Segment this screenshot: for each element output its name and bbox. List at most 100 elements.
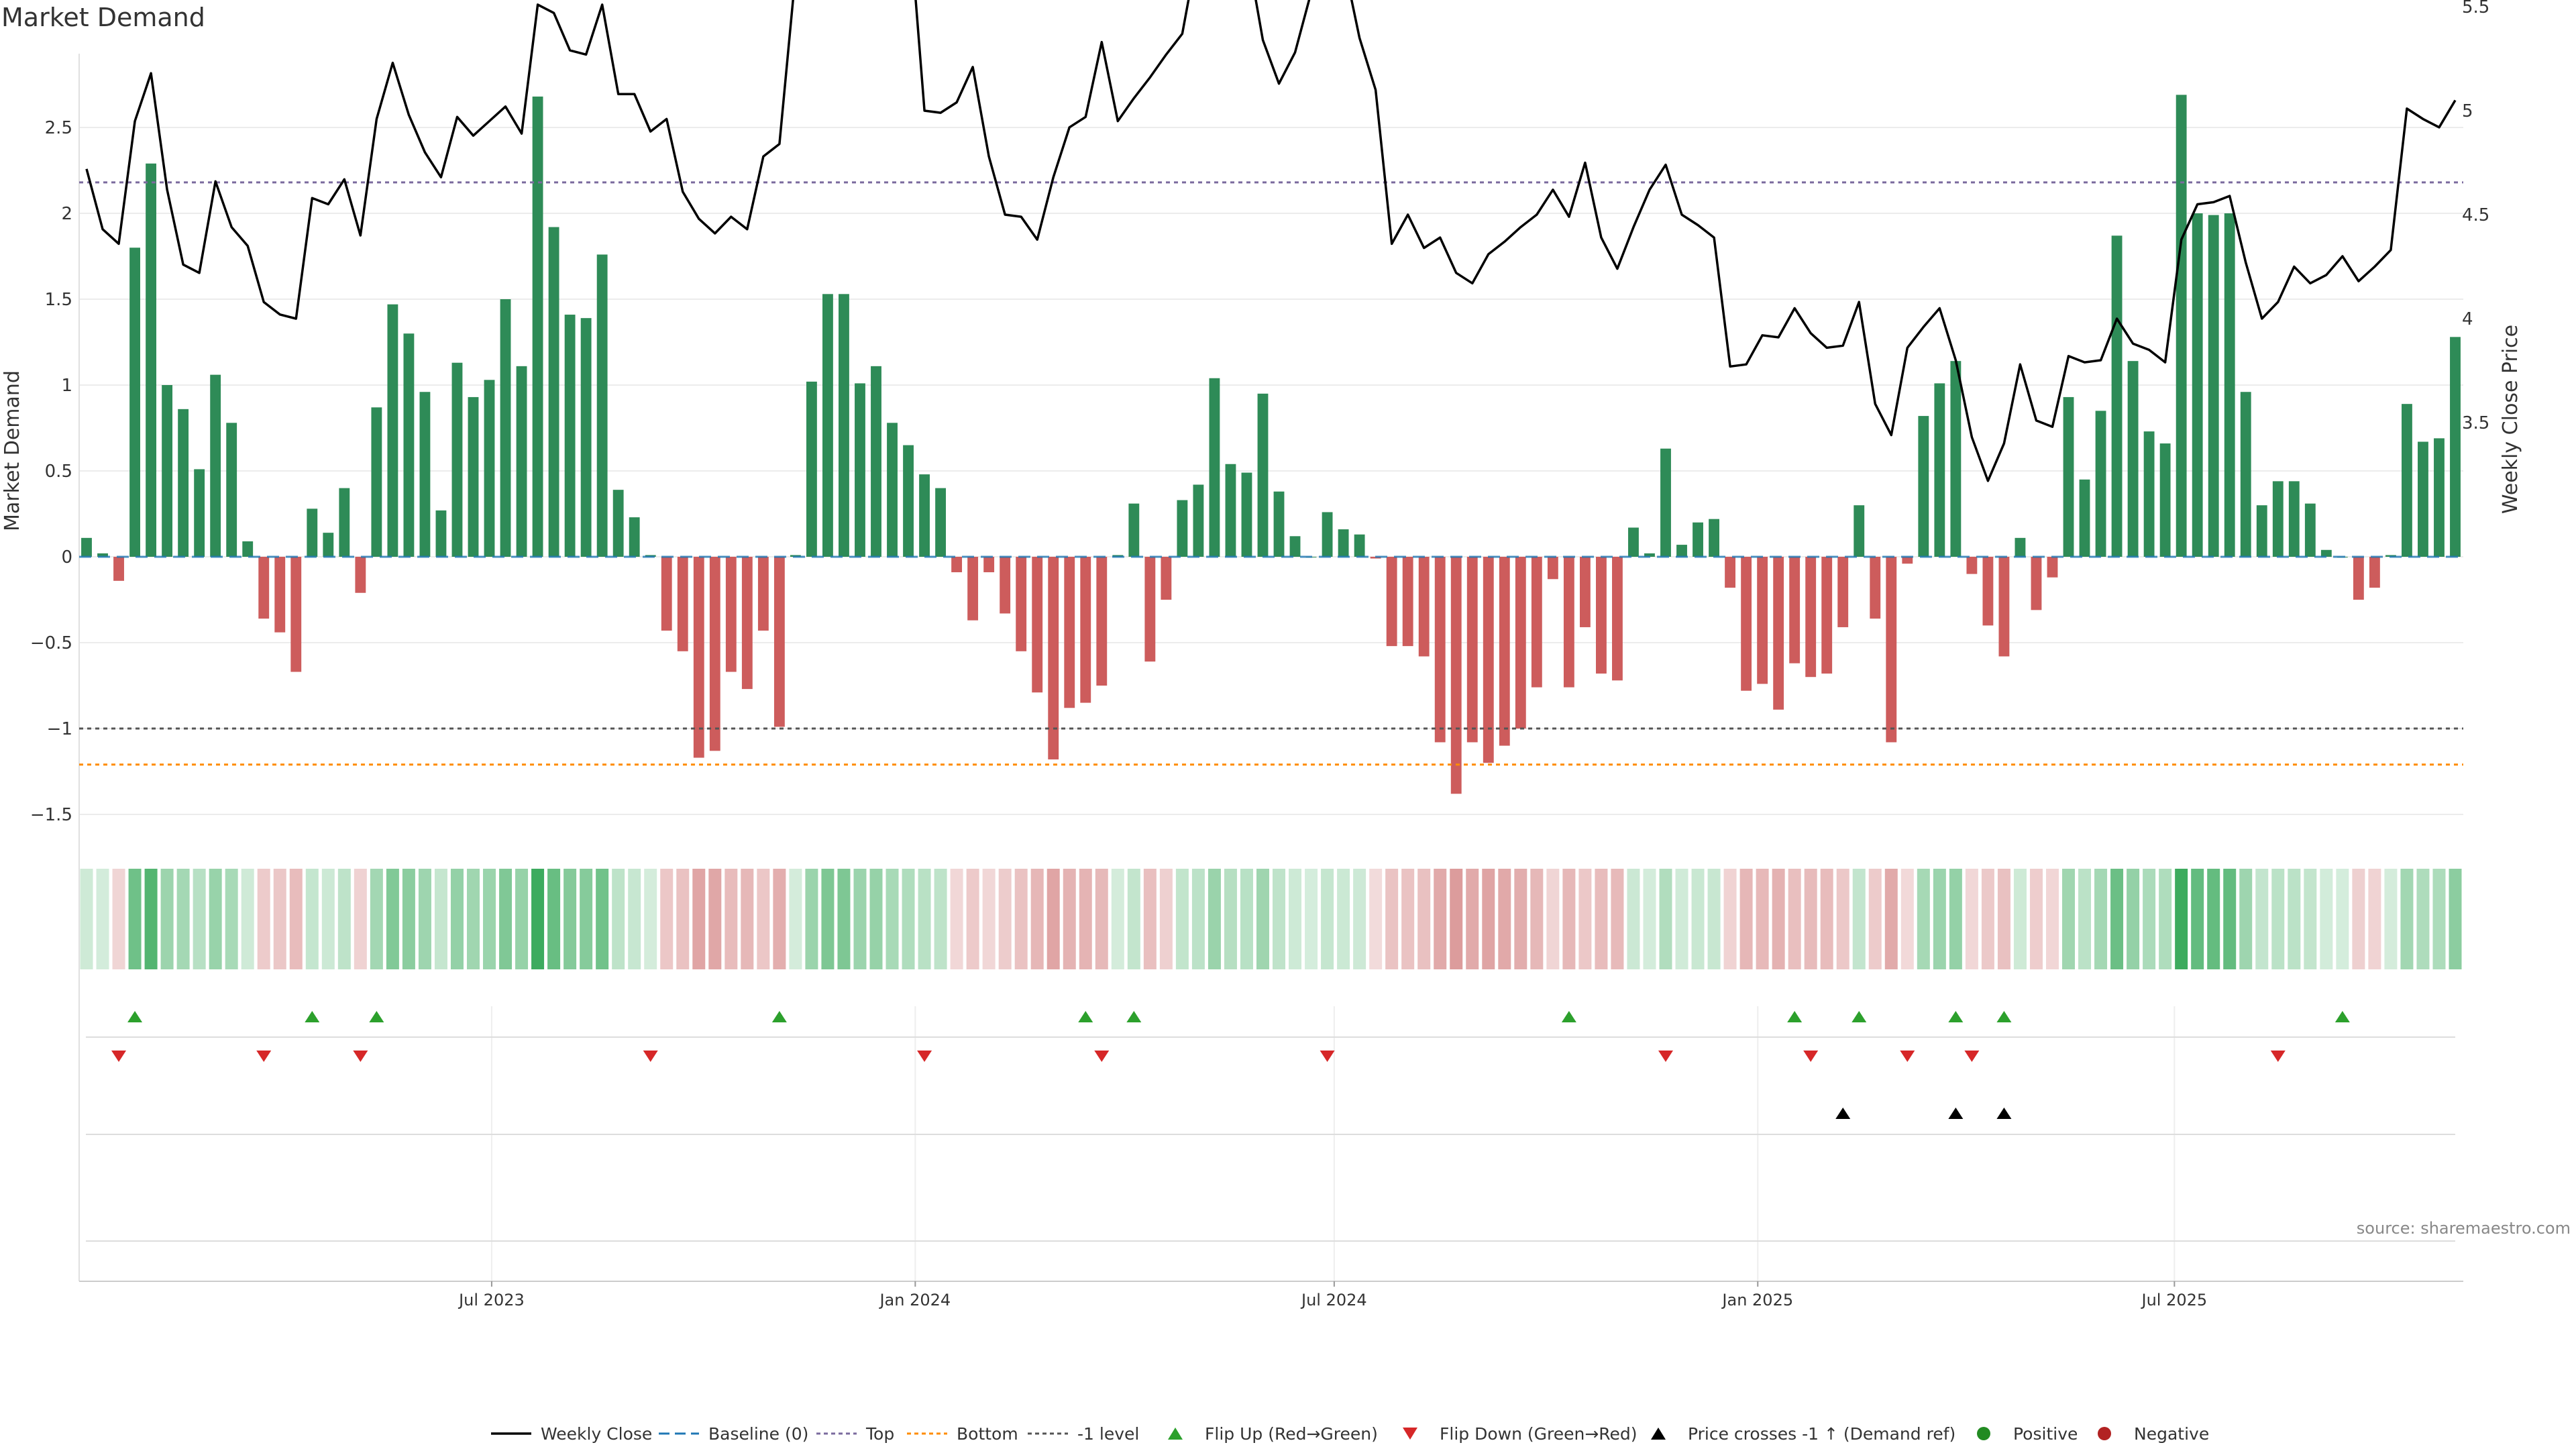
heat-cell <box>1820 869 1833 969</box>
demand-bar <box>451 362 463 557</box>
demand-bar <box>1289 536 1301 557</box>
heat-cell <box>580 869 593 969</box>
heat-cell <box>773 869 786 969</box>
triangle-up-icon <box>1651 1428 1666 1440</box>
demand-bar <box>146 163 157 557</box>
demand-bar <box>1966 557 1978 574</box>
legend-label: Flip Up (Red→Green) <box>1205 1424 1378 1444</box>
demand-bar <box>903 445 914 557</box>
demand-bar <box>1998 557 2010 657</box>
heat-cell <box>305 869 319 969</box>
demand-bar <box>919 474 930 557</box>
x-tick-label: Jul 2023 <box>458 1291 525 1309</box>
heat-cell <box>1562 869 1576 969</box>
flip-down-marker <box>1803 1051 1819 1062</box>
y-tick-label: 0.5 <box>45 462 72 482</box>
heat-cell <box>80 869 93 969</box>
heat-cell <box>2352 869 2365 969</box>
demand-bar <box>2353 557 2364 600</box>
demand-bar <box>419 392 431 557</box>
demand-bar <box>1531 557 1542 688</box>
demand-bar <box>1322 512 1333 557</box>
heat-cell <box>96 869 109 969</box>
flip-up-marker <box>1561 1011 1576 1022</box>
y-tick-label: 2.5 <box>45 118 72 138</box>
heat-cell <box>1900 869 1914 969</box>
demand-bar <box>564 315 576 557</box>
demand-bar <box>1241 472 1252 557</box>
demand-bar <box>1837 557 1849 627</box>
heat-cell <box>386 869 399 969</box>
demand-bar <box>2031 557 2042 610</box>
heat-cell <box>885 869 899 969</box>
demand-bar <box>323 533 334 557</box>
demand-bar <box>500 299 511 557</box>
demand-bar <box>1096 557 1108 686</box>
heat-cell <box>1756 869 1769 969</box>
heat-cell <box>241 869 254 969</box>
heat-cell <box>128 869 142 969</box>
y-tick-label: −0.5 <box>30 633 72 653</box>
demand-bar <box>2063 396 2074 557</box>
price-cross-marker <box>1835 1108 1851 1119</box>
demand-bar <box>1515 557 1526 729</box>
heat-cell <box>354 869 367 969</box>
heat-cell <box>112 869 125 969</box>
x-tick-label: Jul 2024 <box>1300 1291 1367 1309</box>
flip-up-marker <box>1126 1011 1142 1022</box>
demand-bar <box>226 423 237 557</box>
legend-label: Bottom <box>957 1424 1018 1444</box>
demand-bar <box>2079 479 2090 557</box>
weekly-close-line <box>85 0 2457 482</box>
heat-cell <box>2062 869 2076 969</box>
legend-label: Flip Down (Green→Red) <box>1440 1424 1638 1444</box>
demand-bar <box>1354 534 1365 557</box>
y-right-axis-label: Weekly Close Price <box>2499 325 2522 514</box>
demand-bar <box>1902 557 1913 564</box>
heat-cell <box>741 869 754 969</box>
heat-cell <box>2094 869 2108 969</box>
heat-cell <box>1691 869 1705 969</box>
flip-up-marker <box>369 1011 384 1022</box>
heat-cell <box>934 869 947 969</box>
demand-bar <box>773 557 785 727</box>
heat-cell <box>1965 869 1978 969</box>
legend-item-flip_down: Flip Down (Green→Red) <box>1389 1419 1638 1448</box>
demand-bar <box>2240 392 2251 557</box>
level-lines <box>79 181 2463 766</box>
heat-cell <box>1191 869 1205 969</box>
legend-label: -1 level <box>1077 1424 1140 1444</box>
y-tick-label: 2 <box>61 204 72 224</box>
demand-bar <box>162 385 173 557</box>
demand-bar <box>258 557 270 619</box>
demand-bar <box>1128 503 1140 557</box>
heat-cell <box>1788 869 1801 969</box>
demand-bar <box>435 510 447 557</box>
demand-bar <box>242 541 254 557</box>
price-cross-marker <box>1948 1108 1964 1119</box>
flip-down-marker <box>111 1051 127 1062</box>
heat-cell <box>789 869 802 969</box>
heat-cell <box>676 869 690 969</box>
flip-up-marker <box>771 1011 787 1022</box>
heat-cell <box>902 869 915 969</box>
demand-bar <box>1450 557 1462 794</box>
demand-bar <box>1982 557 1994 626</box>
demand-bar <box>1741 557 1752 691</box>
x-tick-label: Jan 2024 <box>878 1291 951 1309</box>
heat-cell <box>434 869 447 969</box>
legend-label: Negative <box>2134 1424 2210 1444</box>
heat-cell <box>1884 869 1898 969</box>
demand-bar <box>1918 416 1929 557</box>
demand-bar <box>1144 557 1156 662</box>
heat-cell <box>1369 869 1383 969</box>
demand-bar <box>371 407 382 557</box>
demand-bar <box>274 557 286 633</box>
heat-cell <box>209 869 222 969</box>
heat-cell <box>1401 869 1415 969</box>
heat-cell <box>1611 869 1624 969</box>
flip-up-marker <box>1851 1011 1867 1022</box>
heat-cell <box>2384 869 2398 969</box>
demand-bar <box>403 333 415 557</box>
demand-bar <box>484 380 495 557</box>
